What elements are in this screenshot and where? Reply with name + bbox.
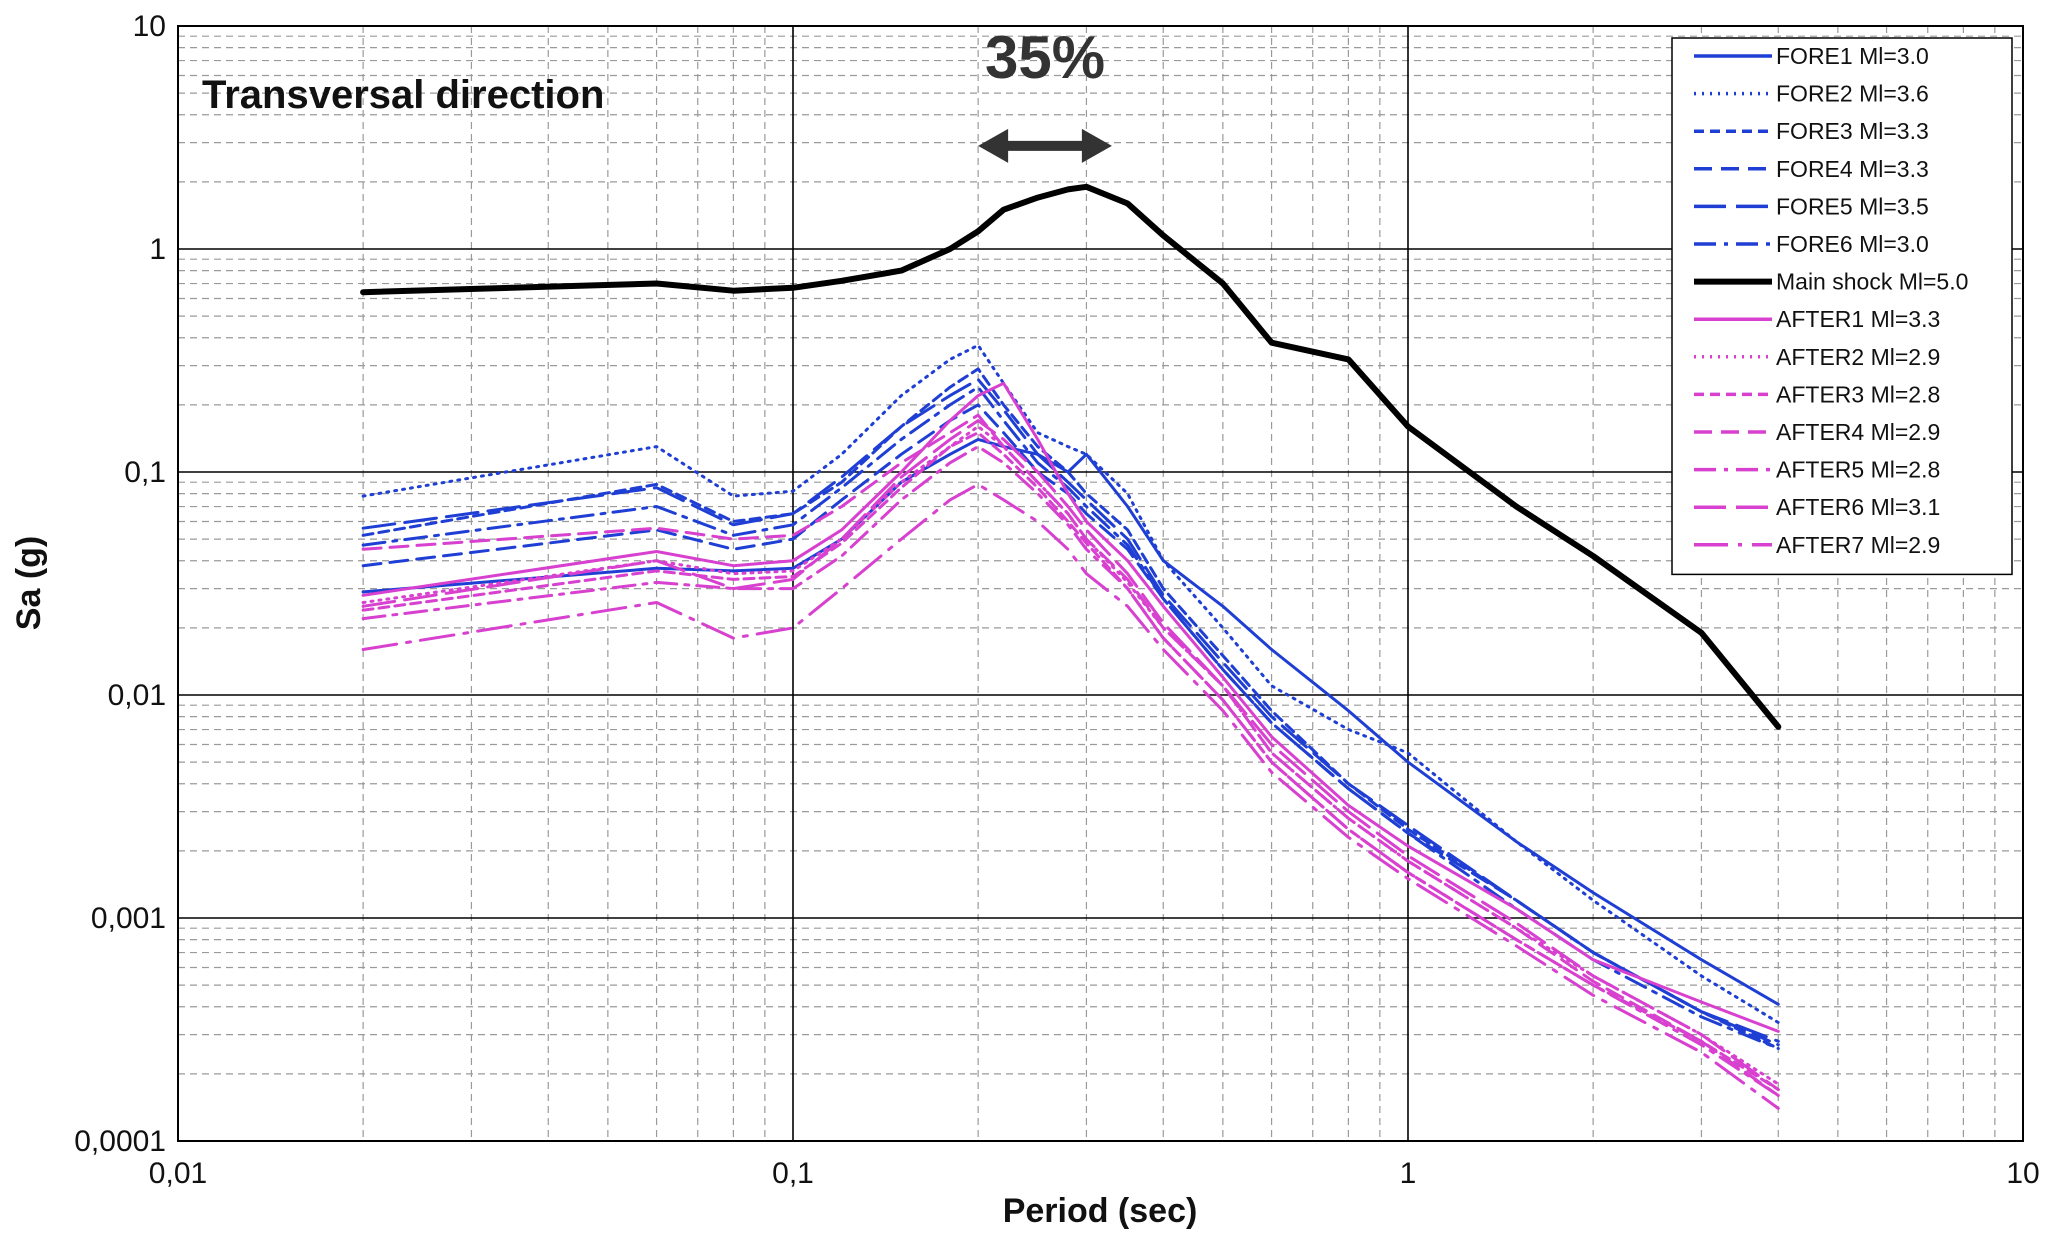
panel-label: Transversal direction [202,73,604,117]
legend-label-after3-ml-2-8: AFTER3 Ml=2.8 [1776,381,1940,407]
x-tick-label: 1 [1400,1157,1417,1190]
legend-label-after2-ml-2-9: AFTER2 Ml=2.9 [1776,344,1940,370]
annotation-arrow-right-head [1081,128,1112,163]
y-tick-label: 0,001 [91,902,166,935]
series-line-after7-ml-2-9 [361,482,1780,1110]
legend: FORE1 Ml=3.0 FORE2 Ml=3.6 FORE3 Ml=3.3 FORE… [1671,37,2013,576]
legend-label-fore1-ml-3-0: FORE1 Ml=3.0 [1776,43,1929,69]
y-tick-label: 0,01 [108,679,166,712]
legend-label-fore5-ml-3-5: FORE5 Ml=3.5 [1776,193,1929,219]
legend-label-after4-ml-2-9: AFTER4 Ml=2.9 [1776,419,1940,445]
legend-label-fore6-ml-3-0: FORE6 Ml=3.0 [1776,231,1929,257]
legend-label-main-shock-ml-5-0: Main shock Ml=5.0 [1776,269,1968,295]
series-line-fore6-ml-3-0 [361,385,1780,1050]
series-line-after5-ml-2-8 [361,445,1780,1097]
series-line-main-shock-ml-5-0 [360,183,1782,730]
legend-label-after5-ml-2-8: AFTER5 Ml=2.8 [1776,457,1940,483]
series-line-fore3-ml-3-3 [361,367,1780,1050]
y-tick-label: 0,0001 [74,1125,166,1158]
legend-label-after6-ml-3-1: AFTER6 Ml=3.1 [1776,494,1940,520]
legend-label-fore2-ml-3-6: FORE2 Ml=3.6 [1776,81,1929,107]
tick-labels: 0,01 0,1 1 10 0,0001 0,001 0,01 0,1 1 10 [74,10,2039,1190]
x-tick-label: 0,01 [149,1157,207,1190]
x-tick-label: 0,1 [772,1157,814,1190]
annotation-label: 35% [985,24,1105,91]
legend-box [1671,37,2013,576]
x-axis-title: Period (sec) [1003,1192,1198,1230]
series-line-after3-ml-2-8 [361,431,1780,1092]
series-line-fore5-ml-3-5 [361,378,1780,1043]
series-line-after4-ml-2-9 [361,413,1780,1097]
plot-frame [177,25,2024,1142]
legend-label-after7-ml-2-9: AFTER7 Ml=2.9 [1776,532,1940,558]
x-tick-label: 10 [2006,1157,2039,1190]
series-line-fore4-ml-3-3 [361,403,1780,1047]
legend-label-fore4-ml-3-3: FORE4 Ml=3.3 [1776,156,1929,182]
annotation-35-percent: 35% [978,24,1112,163]
y-axis-title: Sa (g) [10,536,48,630]
legend-label-fore3-ml-3-3: FORE3 Ml=3.3 [1776,118,1929,144]
y-tick-label: 1 [149,233,166,266]
y-tick-label: 10 [133,10,166,43]
series-line-after1-ml-3-3 [361,381,1780,1033]
series-lines [360,183,1782,1110]
y-tick-label: 0,1 [124,456,166,489]
annotation-arrow-left-head [978,128,1009,163]
legend-label-after1-ml-3-3: AFTER1 Ml=3.3 [1776,306,1940,332]
series-line-after6-ml-3-1 [361,419,1780,1092]
series-line-fore2-ml-3-6 [361,343,1780,1024]
